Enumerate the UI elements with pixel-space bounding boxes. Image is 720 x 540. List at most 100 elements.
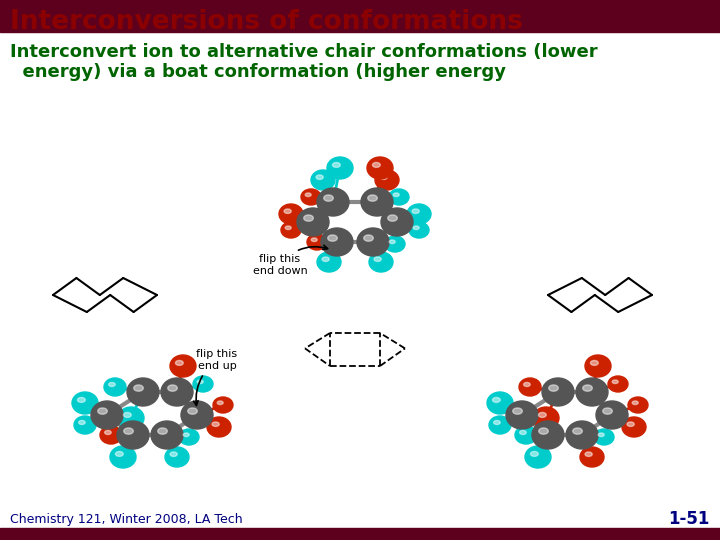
Ellipse shape (317, 252, 341, 272)
Text: flip this
end down: flip this end down (253, 245, 328, 276)
Ellipse shape (523, 382, 530, 387)
Ellipse shape (539, 413, 546, 417)
Ellipse shape (369, 252, 393, 272)
Ellipse shape (585, 452, 593, 456)
Ellipse shape (104, 378, 126, 396)
Bar (0, 0, 720, 32)
Ellipse shape (372, 163, 380, 167)
Ellipse shape (170, 355, 196, 377)
Ellipse shape (285, 226, 291, 230)
Ellipse shape (327, 157, 353, 179)
Ellipse shape (109, 382, 115, 387)
Ellipse shape (311, 238, 318, 241)
Ellipse shape (612, 380, 618, 383)
Ellipse shape (170, 452, 177, 456)
Ellipse shape (217, 401, 223, 404)
Ellipse shape (412, 209, 419, 213)
Ellipse shape (494, 421, 500, 424)
Ellipse shape (161, 378, 193, 406)
Ellipse shape (627, 422, 634, 427)
Ellipse shape (305, 193, 311, 197)
Bar (0, 528, 720, 540)
Ellipse shape (317, 188, 349, 216)
Ellipse shape (576, 378, 608, 406)
Ellipse shape (297, 208, 329, 236)
Ellipse shape (368, 195, 377, 201)
Ellipse shape (596, 401, 628, 429)
Ellipse shape (380, 175, 387, 179)
Ellipse shape (608, 376, 628, 392)
Ellipse shape (78, 397, 85, 402)
Ellipse shape (598, 433, 604, 436)
Ellipse shape (197, 380, 203, 383)
Ellipse shape (168, 385, 177, 391)
Ellipse shape (566, 421, 598, 449)
Ellipse shape (622, 417, 646, 437)
Ellipse shape (572, 428, 582, 434)
Ellipse shape (322, 257, 329, 261)
Ellipse shape (301, 189, 321, 205)
Ellipse shape (123, 413, 131, 417)
Ellipse shape (389, 189, 409, 205)
Ellipse shape (492, 397, 500, 402)
Ellipse shape (542, 378, 574, 406)
Ellipse shape (72, 392, 98, 414)
Ellipse shape (590, 360, 598, 366)
Ellipse shape (104, 430, 111, 435)
Ellipse shape (193, 376, 213, 392)
Ellipse shape (124, 428, 133, 434)
Ellipse shape (207, 417, 231, 437)
Ellipse shape (580, 447, 604, 467)
Ellipse shape (179, 429, 199, 445)
Ellipse shape (307, 234, 327, 250)
Ellipse shape (387, 215, 397, 221)
Ellipse shape (333, 163, 341, 167)
Text: Interconversions of conformations: Interconversions of conformations (10, 9, 523, 35)
Ellipse shape (284, 209, 291, 213)
Ellipse shape (213, 397, 233, 413)
Ellipse shape (110, 446, 136, 468)
Text: energy) via a boat conformation (higher energy: energy) via a boat conformation (higher … (10, 63, 506, 81)
Ellipse shape (158, 428, 167, 434)
Ellipse shape (279, 204, 303, 224)
Ellipse shape (506, 401, 538, 429)
Ellipse shape (367, 157, 393, 179)
Ellipse shape (357, 228, 389, 256)
Ellipse shape (361, 188, 393, 216)
Ellipse shape (188, 408, 197, 414)
Ellipse shape (525, 446, 551, 468)
Ellipse shape (134, 385, 143, 391)
Ellipse shape (91, 401, 123, 429)
Ellipse shape (539, 428, 549, 434)
Ellipse shape (407, 204, 431, 224)
Ellipse shape (549, 385, 558, 391)
Ellipse shape (489, 416, 511, 434)
Ellipse shape (212, 422, 220, 427)
Ellipse shape (321, 228, 353, 256)
Ellipse shape (316, 175, 323, 179)
Ellipse shape (183, 433, 189, 436)
Ellipse shape (585, 355, 611, 377)
Ellipse shape (385, 236, 405, 252)
Ellipse shape (328, 235, 337, 241)
Ellipse shape (165, 447, 189, 467)
Ellipse shape (115, 451, 123, 456)
Ellipse shape (374, 257, 382, 261)
Ellipse shape (118, 407, 144, 429)
Ellipse shape (531, 451, 539, 456)
Ellipse shape (304, 215, 313, 221)
Ellipse shape (413, 226, 419, 230)
Text: Chemistry 121, Winter 2008, LA Tech: Chemistry 121, Winter 2008, LA Tech (10, 512, 243, 525)
Ellipse shape (100, 426, 122, 444)
Ellipse shape (603, 408, 612, 414)
Ellipse shape (519, 378, 541, 396)
Ellipse shape (127, 378, 159, 406)
Ellipse shape (176, 360, 184, 366)
Ellipse shape (513, 408, 522, 414)
Ellipse shape (390, 240, 395, 244)
Ellipse shape (281, 222, 301, 238)
Ellipse shape (393, 193, 399, 197)
Ellipse shape (381, 208, 413, 236)
Ellipse shape (74, 416, 96, 434)
Ellipse shape (628, 397, 648, 413)
